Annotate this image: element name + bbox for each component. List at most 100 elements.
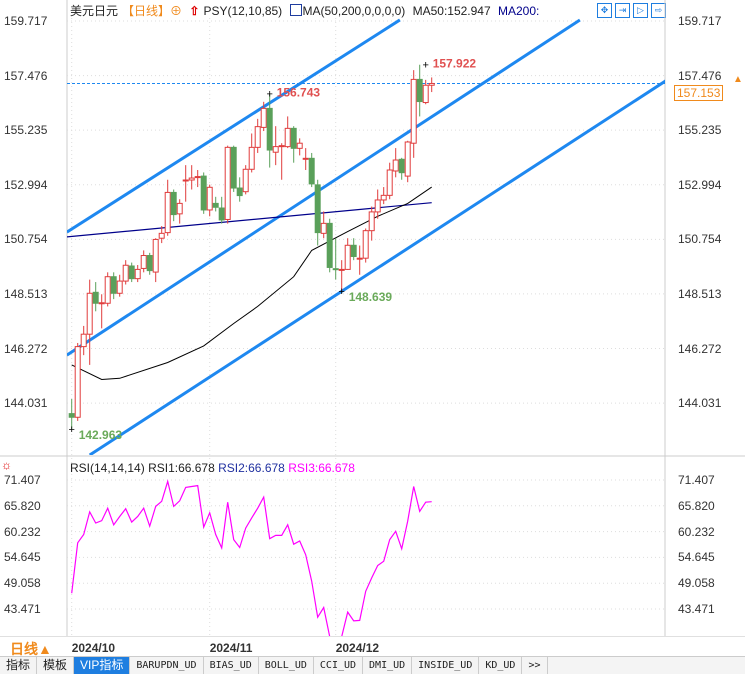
tab-bias-ud[interactable]: BIAS_UD bbox=[204, 657, 259, 674]
candle-body bbox=[350, 244, 357, 257]
date-axis bbox=[0, 636, 745, 657]
y-tick-label: 148.513 bbox=[4, 286, 48, 301]
candle-body bbox=[338, 268, 345, 271]
channel-line bbox=[67, 18, 581, 357]
candle-body bbox=[218, 207, 225, 221]
ma-indicator[interactable]: MA(50,200,0,0,0,0) bbox=[302, 4, 406, 18]
candle-body bbox=[362, 230, 369, 259]
candle-body bbox=[164, 191, 171, 234]
tab-cci-ud[interactable]: CCI_UD bbox=[314, 657, 364, 674]
candle-body bbox=[104, 276, 111, 304]
indicator-settings-icon[interactable]: ☼ bbox=[1, 458, 12, 472]
candle-body bbox=[92, 291, 99, 304]
candle-body bbox=[74, 346, 81, 418]
ma200-value: MA200: bbox=[498, 4, 540, 18]
candle-body bbox=[392, 159, 399, 172]
candle-body bbox=[374, 199, 381, 213]
candle-body bbox=[98, 302, 105, 305]
rsi-tick-label: 71.407 bbox=[4, 473, 41, 487]
settings-icon[interactable]: ⊕ bbox=[170, 4, 183, 18]
y-tick-label: 150.754 bbox=[4, 232, 48, 247]
extreme-marker: + bbox=[266, 88, 272, 100]
candle-body bbox=[356, 257, 363, 260]
psy-indicator[interactable]: PSY(12,10,85) bbox=[203, 4, 283, 18]
candle-body bbox=[194, 176, 201, 179]
candle-body bbox=[128, 265, 135, 280]
candle-body bbox=[284, 127, 291, 148]
candle-body bbox=[278, 145, 285, 148]
candle-body bbox=[254, 126, 261, 148]
rsi-tick-label: 43.471 bbox=[4, 602, 41, 616]
y-tick-label: 152.994 bbox=[4, 177, 48, 192]
y-tick-label: 157.476 bbox=[4, 68, 48, 83]
rsi-tick-label: 54.645 bbox=[4, 550, 41, 565]
candle-body bbox=[170, 191, 177, 216]
candle-body bbox=[152, 238, 159, 273]
extreme-marker: + bbox=[338, 286, 344, 298]
candle-body bbox=[140, 255, 147, 269]
rsi-tick-label: 60.232 bbox=[4, 524, 41, 539]
tab-boll-ud[interactable]: BOLL_UD bbox=[259, 657, 314, 674]
price-marker-icon: ▲ bbox=[733, 74, 743, 85]
tab-kd-ud[interactable]: KD_UD bbox=[479, 657, 523, 674]
crosshair-icon[interactable]: ✥ bbox=[597, 3, 612, 18]
ma50-value: MA50:152.947 bbox=[412, 4, 491, 18]
candle-body bbox=[182, 179, 189, 182]
candle-body bbox=[116, 280, 123, 294]
candle-body bbox=[224, 146, 231, 220]
ma-chart-icon bbox=[289, 4, 302, 16]
tab--[interactable]: >> bbox=[522, 657, 548, 674]
zoom-out-icon[interactable]: ▷ bbox=[633, 3, 648, 18]
price-annotation: 148.639 bbox=[349, 290, 393, 304]
candle-body bbox=[212, 202, 219, 208]
ma200-line bbox=[67, 202, 432, 238]
rsi-tick-label: 49.058 bbox=[678, 576, 715, 591]
symbol-name: 美元日元 bbox=[70, 4, 119, 18]
candle-body bbox=[266, 107, 273, 151]
y-tick-label: 144.031 bbox=[4, 396, 48, 411]
candle-body bbox=[158, 232, 165, 239]
y-tick-label: 144.031 bbox=[678, 396, 722, 411]
rsi-tick-label: 65.820 bbox=[4, 498, 41, 513]
candle-body bbox=[380, 194, 387, 201]
candle-body bbox=[398, 158, 405, 174]
candle-body bbox=[242, 168, 249, 193]
period-tag[interactable]: 【日线】 bbox=[122, 4, 171, 18]
tab-dmi-ud[interactable]: DMI_UD bbox=[363, 657, 413, 674]
candle-body bbox=[146, 255, 153, 272]
tab-vip-[interactable]: VIP指标 bbox=[74, 657, 131, 674]
tab--[interactable]: 指标 bbox=[0, 657, 38, 674]
candle-body bbox=[326, 222, 333, 268]
rsi-legend: RSI(14,14,14) RSI1:66.678 RSI2:66.678 RS… bbox=[70, 461, 355, 475]
candle-body bbox=[422, 84, 429, 104]
y-tick-label: 152.994 bbox=[678, 177, 722, 192]
rsi-tick-label: 54.645 bbox=[678, 550, 715, 565]
rsi-line bbox=[71, 479, 432, 636]
candle-body bbox=[68, 413, 75, 418]
tab--[interactable]: 模板 bbox=[37, 657, 75, 674]
candle-body bbox=[416, 78, 423, 103]
x-tick-label: 2024/10 bbox=[71, 641, 116, 655]
candle-body bbox=[134, 268, 141, 280]
candle-body bbox=[206, 186, 213, 211]
tab-inside-ud[interactable]: INSIDE_UD bbox=[412, 657, 480, 674]
candle-body bbox=[272, 146, 279, 153]
tab-barupdn-ud[interactable]: BARUPDN_UD bbox=[130, 657, 204, 674]
candle-body bbox=[230, 146, 237, 189]
rsi-tick-label: 65.820 bbox=[678, 498, 715, 513]
period-selector[interactable]: 日线▲ bbox=[10, 641, 52, 657]
y-tick-label: 148.513 bbox=[678, 286, 722, 301]
candle-body bbox=[428, 82, 435, 86]
candle-body bbox=[308, 157, 315, 185]
candle-body bbox=[320, 222, 327, 234]
y-tick-label: 155.235 bbox=[678, 123, 722, 138]
candle-body bbox=[332, 268, 339, 271]
rsi-label[interactable]: RSI(14,14,14) bbox=[70, 461, 145, 475]
x-tick-label: 2024/12 bbox=[335, 641, 380, 655]
price-annotation: 142.963 bbox=[79, 428, 123, 442]
zoom-in-icon[interactable]: ⇥ bbox=[615, 3, 630, 18]
y-tick-label: 146.272 bbox=[678, 341, 722, 356]
candle-body bbox=[236, 187, 243, 197]
candle-body bbox=[86, 292, 93, 335]
